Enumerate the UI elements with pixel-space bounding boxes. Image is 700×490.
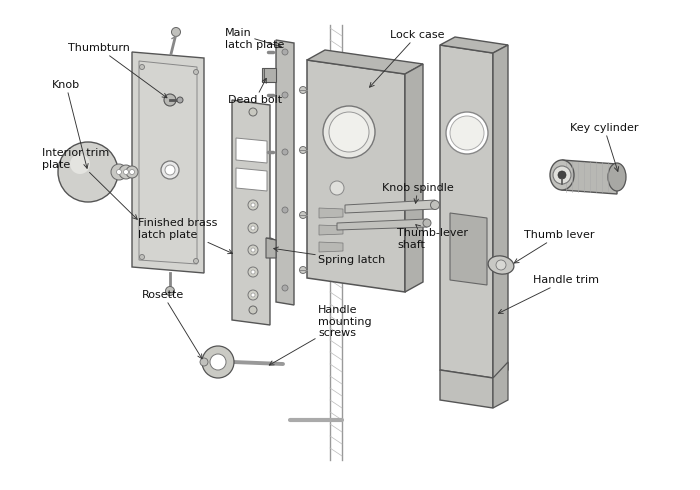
- Text: Handle
mounting
screws: Handle mounting screws: [270, 305, 372, 365]
- Circle shape: [248, 200, 258, 210]
- Circle shape: [300, 147, 307, 153]
- Circle shape: [430, 200, 440, 210]
- Circle shape: [249, 306, 257, 314]
- Circle shape: [323, 106, 375, 158]
- Circle shape: [251, 226, 255, 230]
- Circle shape: [330, 181, 344, 195]
- Text: Key cylinder: Key cylinder: [570, 123, 638, 172]
- Circle shape: [161, 161, 179, 179]
- Circle shape: [248, 245, 258, 255]
- Text: Thumb lever: Thumb lever: [514, 230, 594, 263]
- Circle shape: [249, 108, 257, 116]
- Circle shape: [251, 248, 255, 252]
- Circle shape: [248, 223, 258, 233]
- Circle shape: [496, 260, 506, 270]
- Text: Spring latch: Spring latch: [274, 247, 385, 265]
- Circle shape: [282, 49, 288, 55]
- Polygon shape: [319, 225, 343, 235]
- Polygon shape: [307, 60, 405, 292]
- Circle shape: [119, 165, 133, 179]
- Circle shape: [251, 203, 255, 207]
- Text: Lock case: Lock case: [370, 30, 444, 87]
- Circle shape: [111, 164, 127, 180]
- Text: Thumbturn: Thumbturn: [68, 43, 167, 98]
- Polygon shape: [440, 45, 493, 378]
- Polygon shape: [307, 50, 423, 74]
- Circle shape: [558, 171, 566, 179]
- Circle shape: [300, 267, 307, 273]
- Circle shape: [202, 346, 234, 378]
- Text: Knob: Knob: [52, 80, 88, 169]
- Circle shape: [130, 170, 134, 174]
- Text: Handle trim: Handle trim: [498, 275, 599, 313]
- Polygon shape: [236, 138, 267, 163]
- Circle shape: [139, 65, 144, 70]
- Circle shape: [193, 259, 199, 264]
- Circle shape: [165, 287, 174, 295]
- Circle shape: [553, 166, 571, 184]
- Circle shape: [329, 112, 369, 152]
- Ellipse shape: [550, 160, 574, 190]
- Polygon shape: [236, 168, 267, 191]
- Circle shape: [251, 270, 255, 274]
- Circle shape: [126, 166, 138, 178]
- Circle shape: [282, 207, 288, 213]
- Circle shape: [282, 149, 288, 155]
- Polygon shape: [440, 370, 493, 408]
- Circle shape: [70, 154, 90, 174]
- Polygon shape: [266, 238, 276, 240]
- Text: Dead bolt: Dead bolt: [228, 78, 282, 105]
- Polygon shape: [132, 52, 204, 273]
- Polygon shape: [232, 100, 270, 325]
- Ellipse shape: [488, 256, 514, 274]
- Polygon shape: [450, 213, 487, 285]
- Circle shape: [248, 290, 258, 300]
- Polygon shape: [266, 238, 276, 258]
- Circle shape: [58, 142, 118, 202]
- Polygon shape: [405, 64, 423, 292]
- Circle shape: [139, 254, 144, 260]
- Circle shape: [446, 112, 488, 154]
- Circle shape: [210, 354, 226, 370]
- Circle shape: [282, 285, 288, 291]
- Text: Rosette: Rosette: [142, 290, 202, 359]
- Text: Thumb-lever
shaft: Thumb-lever shaft: [397, 224, 468, 249]
- Circle shape: [251, 293, 255, 297]
- Polygon shape: [116, 167, 134, 177]
- Text: Finished brass
latch plate: Finished brass latch plate: [138, 218, 232, 254]
- Circle shape: [165, 165, 175, 175]
- Circle shape: [193, 70, 199, 74]
- Polygon shape: [276, 40, 294, 305]
- Text: Knob spindle: Knob spindle: [382, 183, 454, 203]
- Circle shape: [164, 94, 176, 106]
- Polygon shape: [493, 45, 508, 378]
- Polygon shape: [345, 200, 435, 213]
- Text: Interior trim
plate: Interior trim plate: [42, 148, 137, 220]
- Polygon shape: [262, 68, 264, 82]
- Circle shape: [116, 170, 122, 174]
- Circle shape: [450, 116, 484, 150]
- Ellipse shape: [608, 163, 626, 191]
- Circle shape: [200, 358, 208, 366]
- Circle shape: [423, 219, 431, 227]
- Circle shape: [282, 92, 288, 98]
- Polygon shape: [493, 362, 508, 408]
- Circle shape: [248, 267, 258, 277]
- Circle shape: [300, 212, 307, 219]
- Circle shape: [123, 170, 129, 174]
- Text: Main
latch plate: Main latch plate: [225, 28, 284, 49]
- Circle shape: [177, 97, 183, 103]
- Circle shape: [172, 27, 181, 36]
- Polygon shape: [337, 219, 427, 230]
- Polygon shape: [319, 208, 343, 218]
- Polygon shape: [440, 37, 508, 53]
- Polygon shape: [319, 242, 343, 252]
- Polygon shape: [562, 160, 617, 194]
- Circle shape: [300, 87, 307, 94]
- Polygon shape: [262, 68, 276, 82]
